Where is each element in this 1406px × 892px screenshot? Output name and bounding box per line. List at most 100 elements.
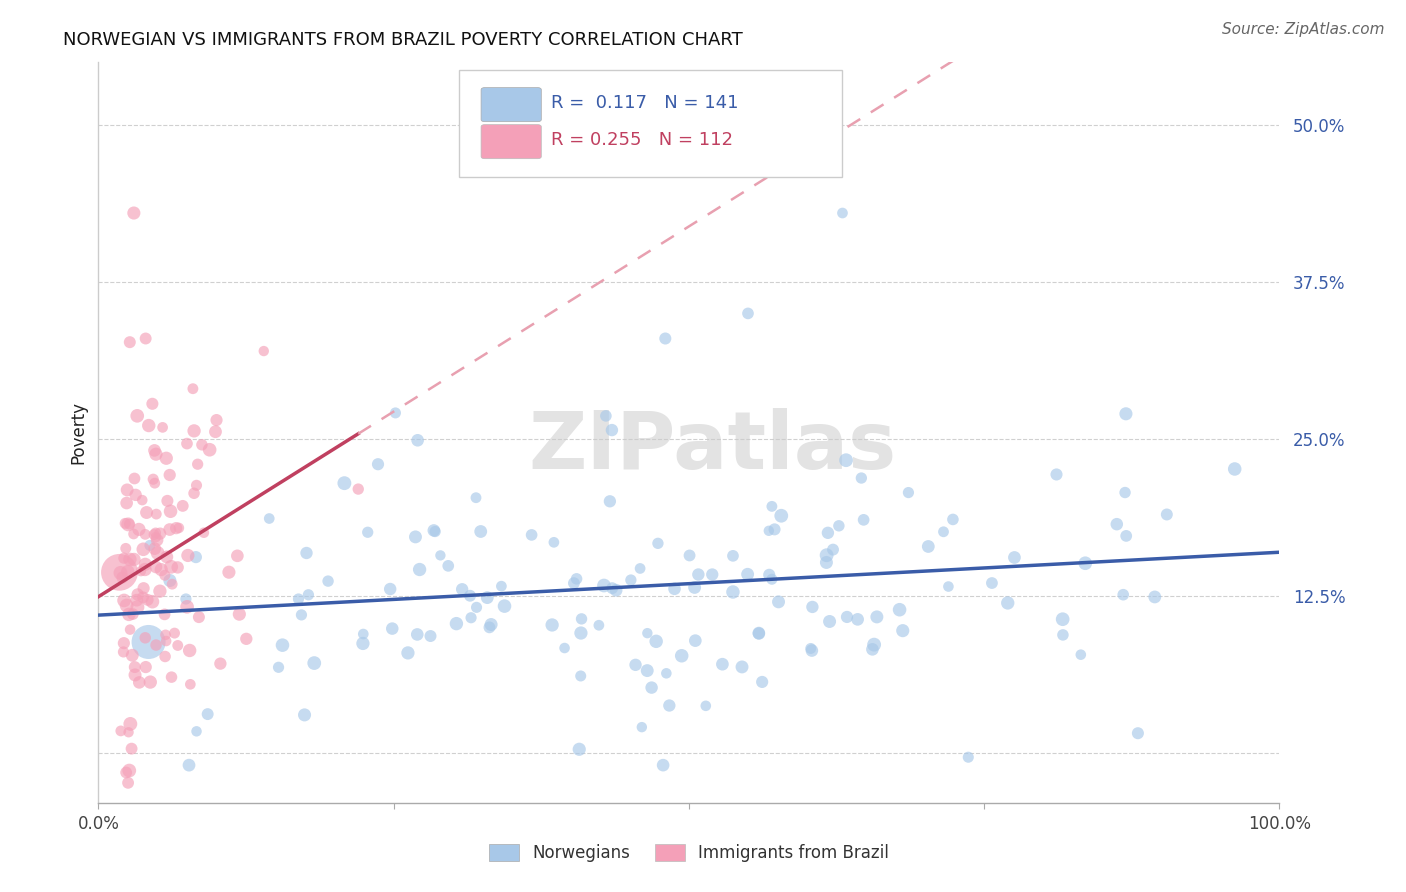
Point [152,420,174,434]
FancyBboxPatch shape [481,87,541,121]
Point [737,306,759,320]
Point [654,331,676,345]
Point [165,521,187,535]
Point [124,471,146,485]
Point [145,560,167,574]
Point [159,504,181,518]
Point [139,538,162,552]
Point [114,541,136,556]
Point [117,517,139,532]
Point [520,528,543,542]
Point [817,525,839,540]
Point [127,409,149,423]
Text: NORWEGIAN VS IMMIGRANTS FROM BRAZIL POVERTY CORRELATION CHART: NORWEGIAN VS IMMIGRANTS FROM BRAZIL POVE… [63,31,742,49]
Point [1223,462,1246,476]
Point [942,512,965,526]
Point [159,467,181,482]
Point [156,549,179,564]
Point [1052,628,1074,642]
Point [197,707,219,722]
Point [1004,550,1026,565]
Point [636,664,658,678]
Point [112,551,135,566]
Point [640,681,662,695]
Point [770,508,793,523]
Point [149,584,172,599]
Point [127,600,149,615]
Point [446,616,468,631]
Point [821,542,844,557]
Point [636,626,658,640]
Point [721,549,744,563]
Point [406,627,429,641]
Legend: Norwegians, Immigrants from Brazil: Norwegians, Immigrants from Brazil [482,837,896,869]
Point [134,562,156,576]
Point [1156,508,1178,522]
Point [177,549,200,563]
Point [761,500,783,514]
Point [191,438,214,452]
Point [159,523,181,537]
Point [209,657,232,671]
Point [125,593,148,607]
Point [271,638,294,652]
Point [118,335,141,350]
Point [131,493,153,508]
Point [145,507,167,521]
Point [384,406,406,420]
Point [143,527,166,541]
Point [145,530,167,544]
Point [695,698,717,713]
Point [143,443,166,458]
Point [228,607,250,622]
Point [121,648,143,663]
Y-axis label: Poverty: Poverty [69,401,87,464]
Point [543,535,565,549]
Point [186,478,208,492]
Point [758,524,780,538]
Point [889,603,911,617]
Point [599,494,621,508]
Point [862,642,884,657]
Point [600,423,623,437]
Point [891,624,914,638]
Point [702,567,724,582]
Point [155,451,177,466]
Point [1143,590,1166,604]
Point [155,628,177,642]
Point [145,525,167,540]
Point [184,550,207,565]
Point [138,418,160,433]
Point [134,527,156,541]
Point [176,436,198,450]
Point [588,618,610,632]
Point [122,206,145,220]
Point [423,524,446,538]
Point [135,506,157,520]
Point [1045,467,1067,482]
Point [835,453,858,467]
Point [367,457,389,471]
Point [655,666,678,681]
Point [122,552,145,566]
Point [146,533,169,547]
Point [139,675,162,690]
Point [145,638,167,652]
Point [267,660,290,674]
Point [179,677,201,691]
Point [957,750,980,764]
Point [565,572,588,586]
Point [134,631,156,645]
Point [405,530,427,544]
Point [571,612,593,626]
Point [117,565,139,579]
Point [204,425,226,439]
Point [198,442,221,457]
Point [297,588,319,602]
Point [287,592,309,607]
Point [1112,588,1135,602]
Point [541,618,564,632]
Point [122,527,145,541]
Point [179,643,201,657]
Point [121,741,143,756]
